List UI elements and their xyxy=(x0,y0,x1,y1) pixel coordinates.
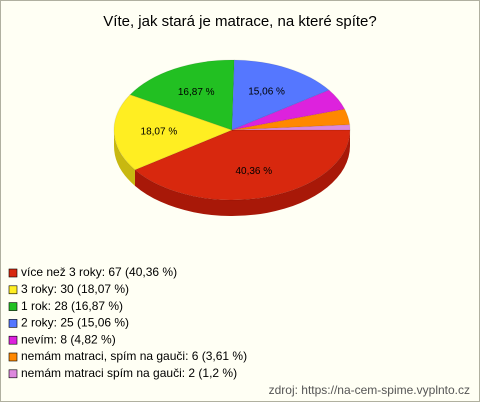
chart-title: Víte, jak stará je matrace, na které spí… xyxy=(103,13,376,30)
slice-side xyxy=(134,130,350,216)
legend-swatch xyxy=(8,268,18,278)
legend-swatch xyxy=(8,285,18,295)
legend-label: nevím: 8 (4,82 %) xyxy=(21,332,116,346)
slice-label: 18,07 % xyxy=(141,126,178,137)
slice-label: 15,06 % xyxy=(248,86,285,97)
slice xyxy=(231,108,351,131)
slice-side xyxy=(114,130,135,186)
slice xyxy=(231,89,346,131)
slice xyxy=(231,59,330,131)
legend-swatch xyxy=(8,302,18,311)
slice xyxy=(134,129,351,201)
slice xyxy=(113,94,234,171)
legend-swatch xyxy=(8,352,18,362)
source: zdroj: https://na-cem-spime.vyplnto.cz xyxy=(269,383,470,397)
slice xyxy=(129,59,235,131)
legend-label: více než 3 roky: 67 (40,36 %) xyxy=(21,265,177,279)
legend-swatch xyxy=(8,319,18,328)
legend-label: 2 roky: 25 (15,06 %) xyxy=(21,316,129,330)
legend-label: 3 roky: 30 (18,07 %) xyxy=(21,282,129,296)
slice-label: 40,36 % xyxy=(235,166,272,177)
legend-label: nemám matraci spím na gauči: 2 (1,2 %) xyxy=(21,366,237,380)
slice xyxy=(231,124,351,131)
legend-swatch xyxy=(8,335,18,345)
legend-label: nemám matraci, spím na gauči: 6 (3,61 %) xyxy=(21,349,247,363)
slice-label: 16,87 % xyxy=(178,87,215,98)
legend-swatch xyxy=(8,369,18,379)
legend-label: 1 rok: 28 (16,87 %) xyxy=(21,299,123,313)
